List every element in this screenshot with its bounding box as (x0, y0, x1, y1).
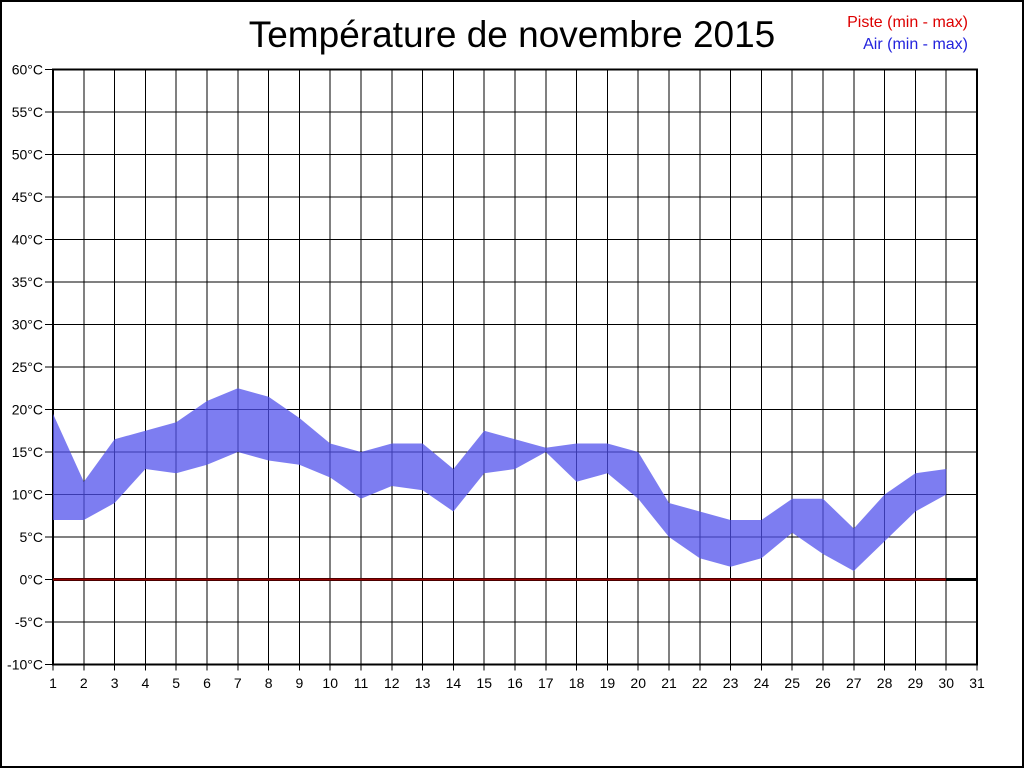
x-tick-label: 26 (815, 675, 831, 691)
x-tick-label: 28 (877, 675, 893, 691)
legend-piste-label: Piste (min - max) (847, 14, 968, 31)
y-tick-label: 35°C (12, 274, 43, 290)
x-tick-label: 21 (661, 675, 677, 691)
y-tick-label: 40°C (12, 232, 43, 248)
x-tick-label: 4 (142, 675, 150, 691)
x-tick-label: 22 (692, 675, 708, 691)
x-tick-label: 12 (384, 675, 400, 691)
x-tick-label: 9 (296, 675, 304, 691)
x-tick-label: 18 (569, 675, 585, 691)
y-axis: 60°C 55°C 50°C 45°C 40°C 35°C 30°C 25°C 20°C 15°C… (7, 62, 53, 673)
x-tick-label: 30 (938, 675, 954, 691)
y-tick-label: -10°C (7, 657, 43, 673)
x-tick-label: 27 (846, 675, 862, 691)
x-tick-label: 10 (322, 675, 338, 691)
y-tick-label: 5°C (20, 529, 44, 545)
x-tick-label: 7 (234, 675, 242, 691)
y-tick-label: 20°C (12, 402, 43, 418)
x-tick-label: 20 (630, 675, 646, 691)
gridlines (52, 69, 978, 665)
y-tick-label: 55°C (12, 104, 43, 120)
x-tick-label: 15 (476, 675, 492, 691)
x-tick-label: 1 (49, 675, 57, 691)
x-tick-label: 25 (784, 675, 800, 691)
x-tick-label: 13 (415, 675, 431, 691)
y-tick-label: 50°C (12, 147, 43, 163)
x-tick-label: 6 (203, 675, 211, 691)
y-tick-label: 25°C (12, 359, 43, 375)
x-tick-label: 14 (446, 675, 462, 691)
y-tick-label: 60°C (12, 62, 43, 78)
x-tick-label: 8 (265, 675, 273, 691)
x-axis: 1 2 3 4 5 6 7 8 9 10 11 12 13 14 15 16 17 18 19 20 21 22 23 24 2… (49, 664, 985, 691)
x-tick-label: 19 (600, 675, 616, 691)
y-tick-label: 0°C (20, 572, 44, 588)
legend: Piste (min - max) Air (min - max) (847, 12, 968, 56)
x-tick-label: 17 (538, 675, 554, 691)
x-tick-label: 24 (754, 675, 770, 691)
x-tick-label: 5 (172, 675, 180, 691)
y-tick-label: -5°C (15, 614, 43, 630)
x-tick-label: 11 (354, 675, 369, 691)
x-tick-label: 3 (111, 675, 119, 691)
x-tick-label: 29 (908, 675, 924, 691)
legend-air-label: Air (min - max) (863, 36, 968, 53)
y-tick-label: 10°C (12, 487, 43, 503)
y-tick-label: 30°C (12, 317, 43, 333)
air-range-band (53, 388, 947, 571)
y-tick-label: 15°C (12, 444, 43, 460)
x-tick-label: 31 (969, 675, 985, 691)
chart-title: Température de novembre 2015 (248, 14, 776, 55)
x-tick-label: 16 (507, 675, 523, 691)
x-tick-label: 23 (723, 675, 739, 691)
x-tick-label: 2 (80, 675, 88, 691)
y-tick-label: 45°C (12, 189, 43, 205)
